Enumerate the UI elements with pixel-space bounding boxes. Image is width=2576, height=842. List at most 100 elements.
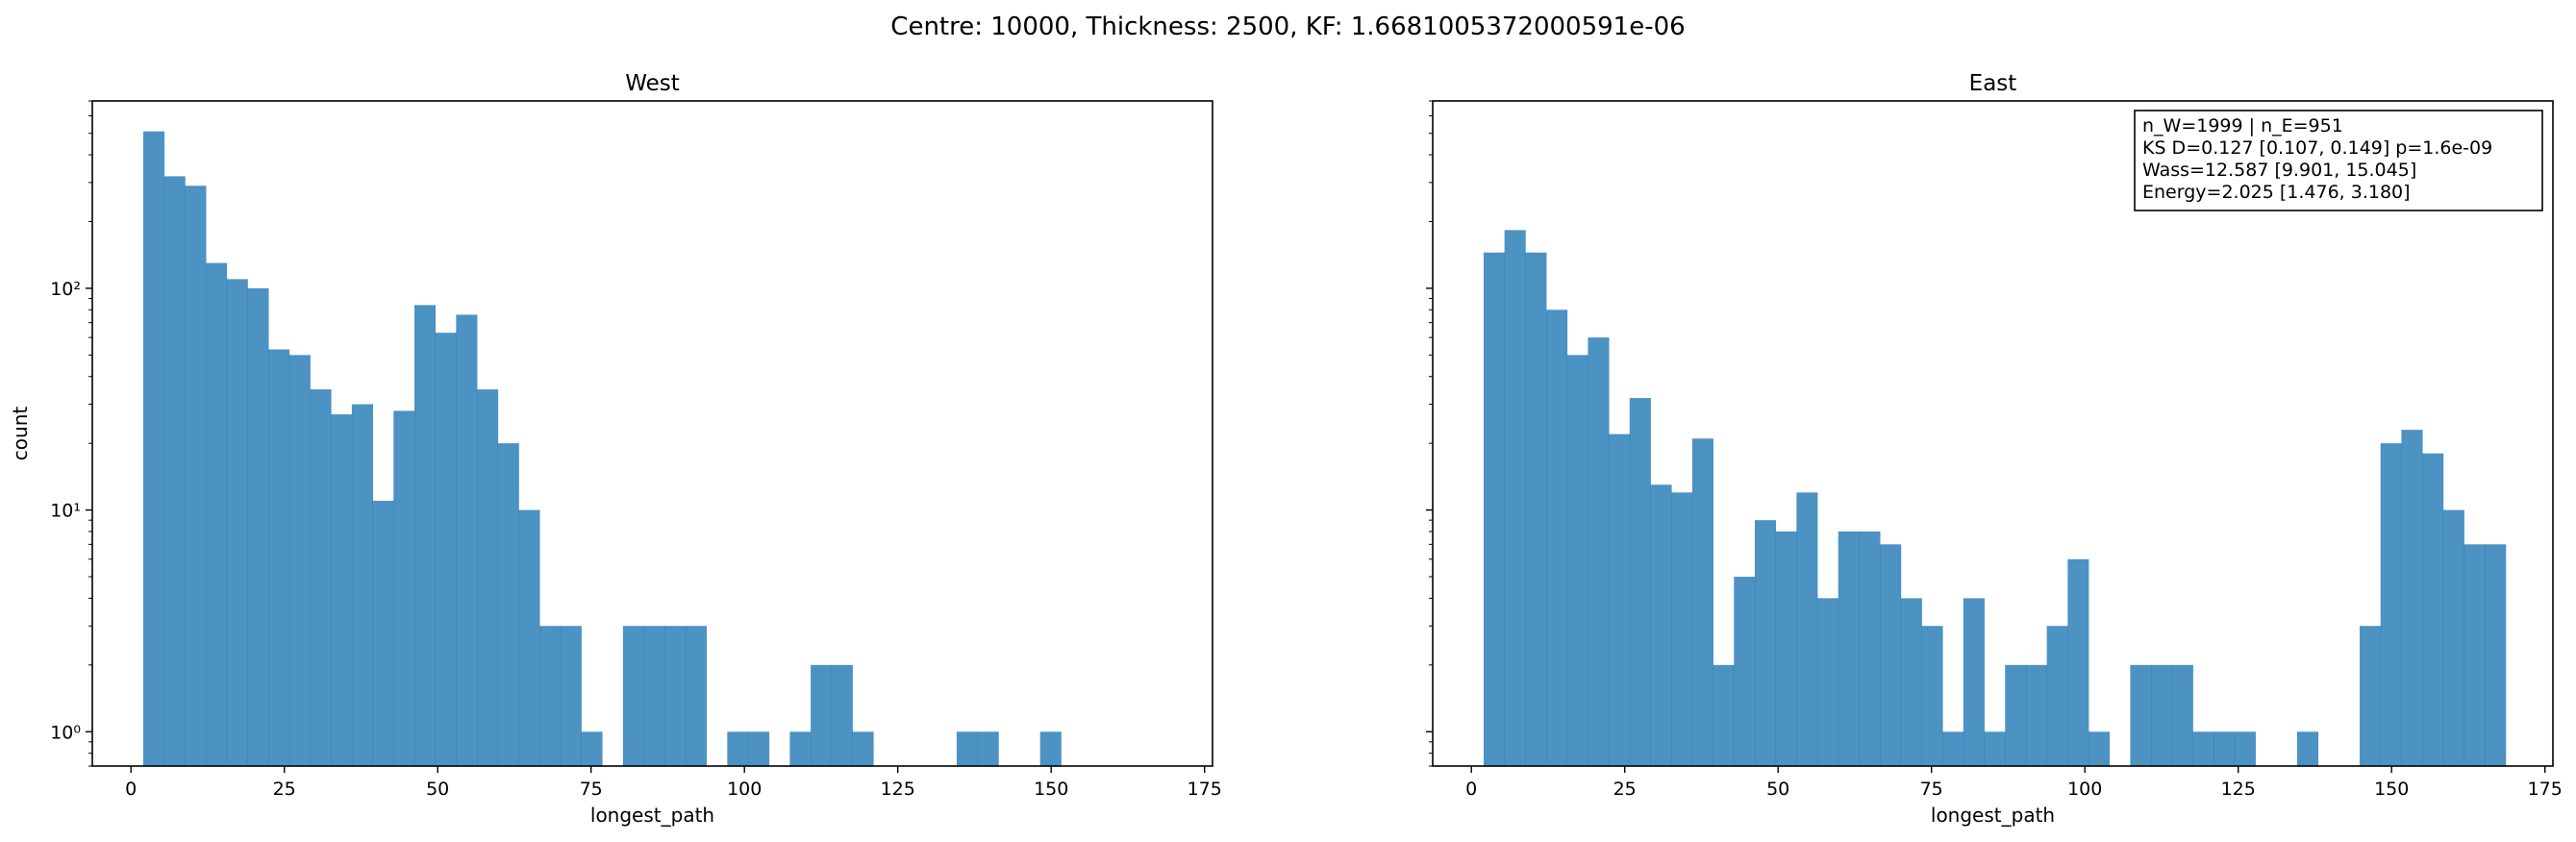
east-stats-line-3: Energy=2.025 [1.476, 3.180] <box>2142 182 2411 203</box>
east-bar-10 <box>1691 438 1713 766</box>
west-bar-25 <box>685 626 708 766</box>
east-bar-37 <box>2360 626 2382 766</box>
west-bar-2 <box>185 186 207 767</box>
west-y-tick-label-2: 10² <box>50 279 81 300</box>
west-x-tick-label-6: 150 <box>1034 779 1068 800</box>
west-bar-32 <box>956 731 979 766</box>
east-bar-32 <box>2171 664 2193 766</box>
west-x-tick-label-7: 175 <box>1188 779 1222 800</box>
east-bar-30 <box>2130 664 2152 766</box>
east-bar-18 <box>1859 531 1881 766</box>
west-histogram-axes: 0 25 50 75 100 125 150 175 10⁰ 10¹ 10² West longest_… <box>9 71 1222 827</box>
east-stats-line-0: n_W=1999 | n_E=951 <box>2142 115 2343 136</box>
west-bar-10 <box>351 404 373 766</box>
east-title: East <box>1969 71 2017 96</box>
west-bar-16 <box>477 389 499 766</box>
west-x-tick-label-1: 25 <box>273 779 296 800</box>
west-bar-9 <box>331 414 353 766</box>
east-bar-7 <box>1629 398 1651 766</box>
east-x-tick-label-0: 0 <box>1465 779 1477 800</box>
west-bar-7 <box>288 355 311 766</box>
east-bar-29 <box>2088 731 2111 766</box>
west-bar-21 <box>581 731 603 766</box>
west-bar-29 <box>811 664 833 766</box>
west-bar-33 <box>977 731 999 766</box>
east-bar-42 <box>2463 544 2486 766</box>
west-bar-23 <box>643 626 665 766</box>
east-bar-35 <box>2234 731 2256 766</box>
west-bar-19 <box>539 626 562 766</box>
east-x-tick-label-7: 175 <box>2528 779 2563 800</box>
east-bar-2 <box>1525 252 1547 766</box>
west-x-tick-label-3: 75 <box>580 779 603 800</box>
west-title: West <box>625 71 680 96</box>
east-bar-9 <box>1671 492 1693 766</box>
west-bar-27 <box>748 731 770 766</box>
west-bar-31 <box>852 731 874 766</box>
west-bar-17 <box>497 443 519 766</box>
west-x-tick-label-0: 0 <box>125 779 137 800</box>
east-x-tick-label-2: 50 <box>1766 779 1789 800</box>
east-bar-12 <box>1734 577 1756 766</box>
east-bar-5 <box>1588 337 1610 766</box>
east-bar-22 <box>1942 731 1964 766</box>
east-bar-3 <box>1546 310 1568 766</box>
west-bar-0 <box>142 131 165 767</box>
east-stats-line-1: KS D=0.127 [0.107, 0.149] p=1.6e-09 <box>2142 137 2492 159</box>
west-bar-3 <box>206 262 228 766</box>
east-bar-8 <box>1650 484 1672 766</box>
east-bar-19 <box>1880 544 1902 766</box>
east-x-tick-label-6: 150 <box>2374 779 2409 800</box>
figure-suptitle: Centre: 10000, Thickness: 2500, KF: 1.66… <box>890 12 1685 41</box>
east-bar-11 <box>1713 664 1735 766</box>
east-x-tick-label-4: 100 <box>2067 779 2102 800</box>
west-bar-20 <box>560 626 582 766</box>
east-x-tick-label-3: 75 <box>1920 779 1943 800</box>
west-bar-22 <box>622 626 644 766</box>
east-x-tick-label-1: 25 <box>1613 779 1637 800</box>
east-bar-27 <box>2046 626 2068 766</box>
west-bar-6 <box>268 349 290 766</box>
east-bar-13 <box>1754 520 1777 766</box>
east-bar-24 <box>1984 731 2006 766</box>
east-bar-1 <box>1504 230 1526 767</box>
east-bar-28 <box>2067 558 2089 766</box>
east-stats-box <box>2134 110 2543 211</box>
east-axes-frame <box>1432 100 2554 767</box>
west-bar-13 <box>413 305 437 766</box>
east-bar-21 <box>1921 626 1943 766</box>
east-histogram-axes: 0 25 50 75 100 125 150 175 East longest_path n_W=1… <box>1426 71 2563 827</box>
east-bar-4 <box>1566 355 1588 766</box>
east-stats-line-2: Wass=12.587 [9.901, 15.045] <box>2142 160 2416 181</box>
west-axes-frame <box>91 100 1213 767</box>
east-bar-14 <box>1775 531 1797 766</box>
east-bar-23 <box>1963 598 1985 766</box>
west-y-tick-label-1: 10¹ <box>50 501 81 522</box>
east-bar-36 <box>2296 731 2319 766</box>
west-bar-18 <box>518 509 540 766</box>
west-bar-34 <box>1039 731 1062 766</box>
west-bar-15 <box>456 314 478 766</box>
east-bar-38 <box>2380 443 2402 766</box>
east-bar-25 <box>2005 664 2027 766</box>
west-x-tick-label-4: 100 <box>727 779 762 800</box>
west-bar-24 <box>664 626 687 766</box>
east-bar-20 <box>1900 598 1922 766</box>
east-bar-0 <box>1483 252 1506 766</box>
east-bar-39 <box>2401 430 2423 766</box>
east-bar-6 <box>1609 433 1631 766</box>
west-x-tick-label-5: 125 <box>881 779 915 800</box>
west-bar-8 <box>310 389 332 766</box>
west-y-tick-label-0: 10⁰ <box>50 722 81 743</box>
west-bar-11 <box>372 501 394 766</box>
east-bar-15 <box>1796 492 1818 766</box>
west-bar-4 <box>226 279 248 766</box>
east-bar-40 <box>2422 453 2444 766</box>
east-bar-17 <box>1838 531 1860 766</box>
west-y-axis-label: count <box>9 407 32 461</box>
east-bar-43 <box>2485 544 2507 766</box>
west-bar-5 <box>247 287 269 766</box>
west-bar-26 <box>727 731 749 766</box>
east-bar-41 <box>2442 509 2464 766</box>
east-bar-33 <box>2192 731 2214 766</box>
